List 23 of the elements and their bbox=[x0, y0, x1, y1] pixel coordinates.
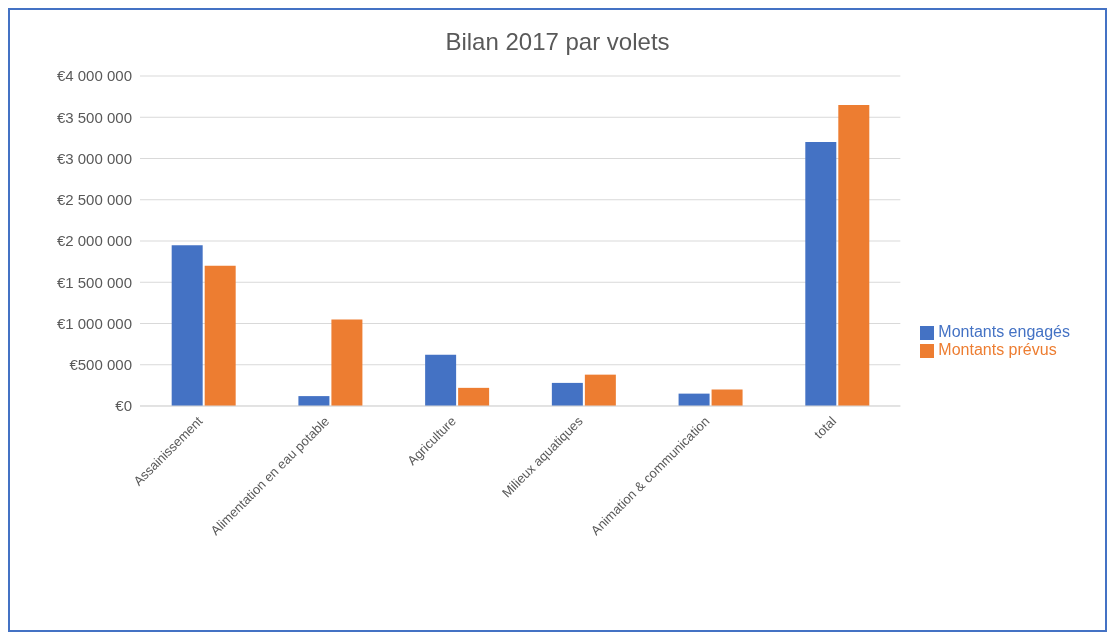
bar bbox=[711, 389, 743, 406]
bar bbox=[298, 396, 330, 406]
bar bbox=[171, 245, 203, 406]
chart-title: Bilan 2017 par volets bbox=[444, 28, 671, 56]
bar bbox=[204, 265, 236, 406]
y-tick-label: €500 000 bbox=[69, 356, 132, 374]
bar bbox=[425, 354, 457, 406]
y-tick-label: €3 000 000 bbox=[56, 149, 132, 167]
bar bbox=[584, 374, 616, 406]
y-tick-label: €3 500 000 bbox=[56, 108, 132, 126]
bar bbox=[805, 142, 837, 406]
y-tick-label: €2 000 000 bbox=[56, 232, 132, 250]
bar bbox=[458, 387, 490, 406]
y-tick-label: €2 500 000 bbox=[56, 191, 132, 209]
y-tick-label: €1 500 000 bbox=[56, 273, 132, 291]
y-tick-label: €4 000 000 bbox=[56, 67, 132, 85]
y-tick-label: €1 000 000 bbox=[56, 314, 132, 332]
bar bbox=[331, 319, 363, 406]
legend-label: Montants prévus bbox=[938, 341, 1057, 358]
y-tick-label: €0 bbox=[115, 397, 132, 415]
bar bbox=[551, 382, 583, 406]
bar bbox=[838, 104, 870, 406]
legend-label: Montants engagés bbox=[938, 323, 1070, 340]
